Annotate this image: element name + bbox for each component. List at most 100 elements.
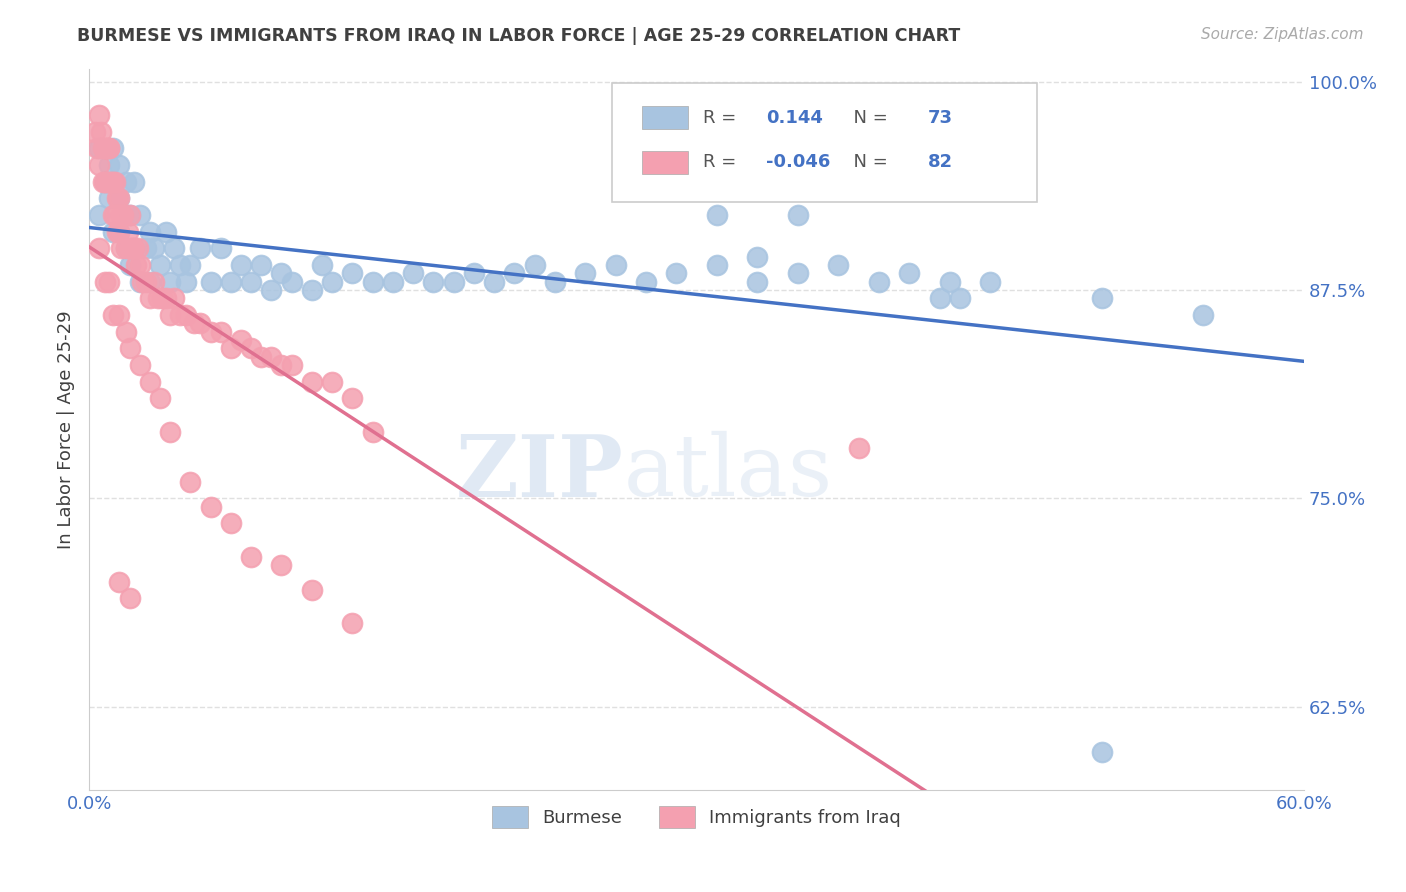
Point: [786, 267, 808, 281]
Point: [89, 158, 111, 172]
Point: [108, 192, 131, 206]
Point: [219, 516, 242, 531]
Point: [219, 342, 242, 356]
Point: [174, 275, 197, 289]
Point: [122, 242, 145, 256]
Point: [482, 275, 505, 289]
Point: [114, 242, 136, 256]
Point: [149, 258, 172, 272]
Point: [209, 325, 232, 339]
Point: [311, 258, 333, 272]
Point: [139, 275, 162, 289]
Point: [260, 350, 283, 364]
Point: [898, 267, 921, 281]
Point: [321, 275, 343, 289]
Point: [98, 141, 121, 155]
Point: [94, 175, 117, 189]
Point: [98, 141, 121, 155]
Point: [250, 258, 273, 272]
Point: [139, 292, 162, 306]
Point: [108, 225, 131, 239]
Point: [108, 574, 131, 589]
Point: [128, 358, 150, 372]
Point: [190, 317, 212, 331]
Point: [122, 175, 145, 189]
Point: [159, 425, 181, 439]
Point: [179, 475, 201, 489]
Point: [103, 208, 125, 222]
Point: [706, 258, 728, 272]
Point: [121, 242, 143, 256]
Point: [103, 225, 125, 239]
Point: [179, 258, 201, 272]
Point: [103, 175, 125, 189]
Point: [1090, 292, 1112, 306]
Text: atlas: atlas: [624, 431, 832, 514]
Point: [110, 208, 132, 222]
Point: [280, 358, 302, 372]
Point: [110, 242, 132, 256]
Point: [98, 158, 121, 172]
Point: [280, 275, 302, 289]
Point: [747, 275, 769, 289]
Text: -0.046: -0.046: [766, 153, 830, 171]
Point: [114, 242, 136, 256]
Point: [135, 242, 157, 256]
Point: [219, 275, 242, 289]
Point: [361, 275, 384, 289]
Point: [605, 258, 627, 272]
Point: [118, 591, 141, 606]
Point: [1090, 745, 1112, 759]
Point: [938, 275, 960, 289]
Point: [128, 275, 150, 289]
Point: [84, 125, 107, 139]
Point: [183, 317, 205, 331]
Text: 73: 73: [928, 109, 952, 127]
Point: [163, 292, 186, 306]
Point: [150, 292, 173, 306]
Point: [104, 208, 127, 222]
Point: [135, 275, 157, 289]
Point: [342, 616, 364, 631]
FancyBboxPatch shape: [612, 83, 1036, 202]
Point: [89, 242, 111, 256]
Point: [142, 242, 165, 256]
Point: [503, 267, 526, 281]
Point: [301, 283, 323, 297]
Point: [665, 267, 688, 281]
Point: [114, 325, 136, 339]
Point: [301, 375, 323, 389]
Point: [848, 442, 870, 456]
Text: N =: N =: [842, 153, 894, 171]
Point: [91, 141, 114, 155]
Point: [108, 192, 131, 206]
Point: [402, 267, 425, 281]
Point: [321, 375, 343, 389]
Point: [104, 175, 127, 189]
Text: 0.144: 0.144: [766, 109, 823, 127]
Point: [463, 267, 485, 281]
Point: [103, 308, 125, 322]
Text: R =: R =: [703, 153, 741, 171]
Point: [229, 333, 252, 347]
Point: [122, 242, 145, 256]
Bar: [643, 151, 688, 174]
Point: [270, 358, 292, 372]
Point: [86, 141, 108, 155]
Point: [169, 258, 191, 272]
Point: [149, 392, 172, 406]
Point: [240, 275, 263, 289]
Point: [200, 325, 222, 339]
Point: [155, 292, 177, 306]
Text: Source: ZipAtlas.com: Source: ZipAtlas.com: [1201, 27, 1364, 42]
Point: [107, 192, 129, 206]
Point: [301, 582, 323, 597]
Point: [107, 225, 129, 239]
Point: [118, 342, 141, 356]
Point: [89, 208, 111, 222]
Point: [98, 175, 121, 189]
Point: [786, 208, 808, 222]
Point: [128, 258, 150, 272]
Point: [118, 258, 141, 272]
Point: [108, 308, 131, 322]
